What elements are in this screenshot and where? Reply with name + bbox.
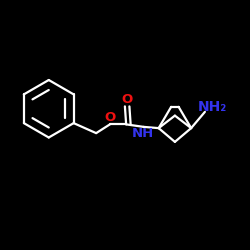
Text: NH: NH [132, 127, 154, 140]
Text: O: O [104, 111, 116, 124]
Text: O: O [122, 94, 133, 106]
Text: NH₂: NH₂ [198, 100, 227, 114]
